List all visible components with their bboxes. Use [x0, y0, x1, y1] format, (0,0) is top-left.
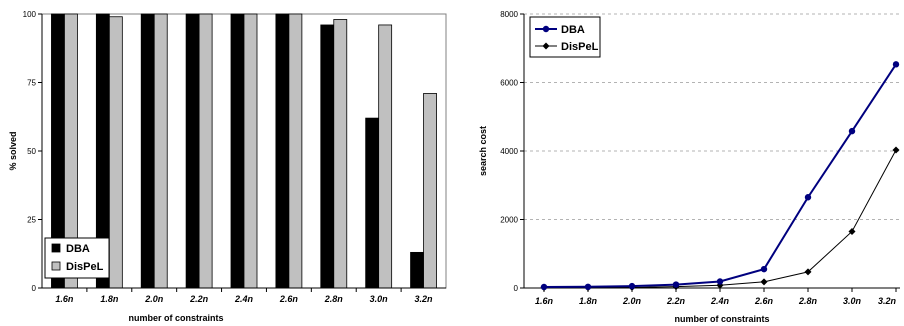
line-y-tick-label: 4000 [500, 147, 518, 156]
bar-x-tick-label: 2.8n [324, 294, 344, 304]
line-point-dba-1-6n [540, 283, 548, 291]
bar-dba-2-4n [230, 13, 245, 289]
line-series-dispel [543, 149, 897, 289]
bar-y-tick-label: 75 [27, 79, 36, 88]
line-point-dba-2-4n [716, 278, 724, 285]
line-x-tick-label: 2.0n [622, 296, 642, 306]
bar-dba-3-0n [365, 117, 380, 289]
bar-dispel-3-0n [378, 24, 393, 289]
bar-y-tick-label: 0 [32, 284, 37, 293]
bar-dispel-3-2n [423, 93, 437, 289]
bar-x-tick-label: 2.0n [144, 294, 164, 304]
line-point-dba-2-2n [672, 281, 680, 288]
line-legend-box [529, 16, 601, 58]
bar-x-tick-label: 1.8n [100, 294, 119, 304]
bar-y-tick-label: 100 [23, 10, 37, 19]
bar-dispel-2-8n [333, 19, 348, 289]
bar-x-tick-label: 3.2n [415, 294, 434, 304]
line-x-tick-label: 1.6n [535, 296, 554, 306]
bar-legend: DBA DisPeL [44, 237, 110, 279]
bar-dispel-2-0n [153, 13, 168, 289]
line-x-tick-label: 1.8n [579, 296, 598, 306]
line-point-dba-1-8n [584, 283, 592, 291]
line-x-tick-label: 2.2n [666, 296, 686, 306]
line-y-tick-label: 2000 [500, 216, 518, 225]
bar-x-tick-label: 2.2n [189, 294, 209, 304]
line-x-tick-label: 3.2n [878, 296, 897, 306]
line-y-tick-label: 6000 [500, 79, 518, 88]
bar-x-tick-label: 1.6n [55, 294, 74, 304]
line-x-tick-label: 2.4n [710, 296, 730, 306]
line-point-dispel-3-0n [848, 227, 856, 235]
line-point-dba-2-8n [804, 194, 812, 201]
line-legend: DBA DisPeL [529, 16, 601, 58]
line-point-dba-2-6n [760, 265, 768, 273]
bar-legend-label-dba: DBA [66, 243, 90, 255]
line-point-dispel-3-2n [892, 146, 900, 154]
line-plot-area: 0 2000 4000 6000 8000 1.6n 1.8n 2.0n 2.2n 2.4n 2.6… [500, 10, 900, 306]
bar-dispel-2-6n [288, 13, 303, 289]
bar-dba-3-2n [410, 251, 424, 289]
line-legend-label-dba: DBA [561, 24, 585, 36]
bar-dba-2-8n [320, 24, 335, 289]
bar-dispel-2-2n [198, 13, 213, 289]
line-y-axis-label: search cost [478, 126, 488, 176]
line-y-tick-label: 8000 [500, 10, 518, 19]
line-x-tick-label: 3.0n [843, 296, 862, 306]
line-point-dba-3-2n [892, 61, 900, 68]
line-legend-marker-dispel [542, 42, 550, 50]
bar-x-axis-label: number of constraints [128, 313, 223, 323]
line-legend-marker-dba [542, 25, 550, 33]
line-x-axis-label: number of constraints [674, 314, 769, 324]
bar-x-tick-label: 3.0n [370, 294, 389, 304]
line-y-tick-label: 0 [514, 284, 519, 293]
line-x-tick-label: 2.6n [754, 296, 774, 306]
line-point-dba-2-0n [628, 282, 636, 290]
bar-legend-label-dispel: DisPeL [66, 261, 104, 273]
line-point-dba-3-0n [848, 127, 856, 135]
line-legend-label-dispel: DisPeL [561, 41, 599, 53]
bar-chart: 0 25 50 75 100 1.6n 1.8n 2.0n 2.2n 2.4n 2.6n 2.8n 3.… [8, 10, 447, 323]
line-chart: 0 2000 4000 6000 8000 1.6n 1.8n 2.0n 2.2n 2.4n 2.6… [478, 10, 900, 324]
bar-dba-2-2n [185, 13, 200, 289]
bar-y-tick-label: 25 [27, 216, 36, 225]
bar-legend-swatch-dispel [51, 261, 61, 271]
bar-x-tick-label: 2.4n [234, 294, 254, 304]
bar-dba-2-0n [140, 13, 155, 289]
line-point-dispel-2-6n [760, 278, 768, 286]
bar-dba-2-6n [275, 13, 290, 289]
bar-y-tick-label: 50 [27, 147, 36, 156]
bar-dispel-1-8n [108, 16, 123, 289]
bar-legend-swatch-dba [51, 243, 61, 253]
line-series-dba [543, 63, 897, 288]
bar-x-tick-label: 2.6n [279, 294, 299, 304]
bar-dispel-2-4n [243, 13, 258, 289]
line-point-dispel-2-8n [804, 268, 812, 276]
bar-y-axis-label: % solved [8, 131, 18, 170]
line-x-tick-label: 2.8n [798, 296, 818, 306]
